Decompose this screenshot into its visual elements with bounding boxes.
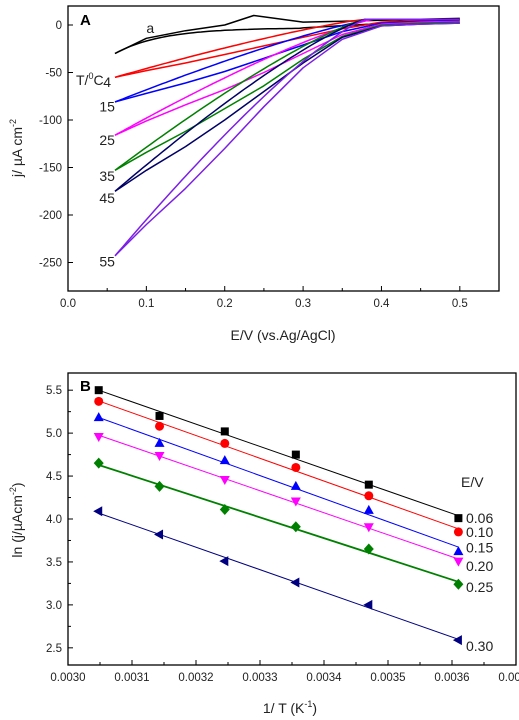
data-point-0.25 xyxy=(154,480,165,492)
data-point-0.20 xyxy=(453,557,464,567)
panel-b-legend-title: E/V xyxy=(461,474,484,490)
panel-a-chart: 0.0 0.1 0.2 0.3 0.4 0.5 0 -50 -100 -150 -200 -250 A… xyxy=(8,5,500,343)
data-point-0.25 xyxy=(453,578,464,590)
curve-reverse-sweep-55 xyxy=(114,18,460,257)
fit-line-0.10 xyxy=(98,400,459,530)
data-point-0.25 xyxy=(290,521,301,533)
data-point-0.15 xyxy=(290,480,301,490)
panel-a-series-label-45: 45 xyxy=(99,190,115,206)
data-point-0.15 xyxy=(219,455,230,465)
panel-b-x-tick-label: 0.0030 xyxy=(50,672,85,684)
panel-b-x-tick-label: 0.0034 xyxy=(306,672,342,684)
data-point-0.15 xyxy=(93,412,104,422)
panel-b-series-label-0.25: 0.25 xyxy=(466,579,493,595)
fit-line-0.30 xyxy=(98,512,459,640)
panel-a-series-label-35: 35 xyxy=(99,168,115,184)
curve-forward-sweep-55 xyxy=(114,22,460,257)
curve-reverse-sweep-45 xyxy=(114,18,460,192)
data-point-0.25 xyxy=(219,504,230,516)
fit-line-0.15 xyxy=(98,417,459,548)
panel-a-x-tick-label: 0.0 xyxy=(60,298,76,310)
panel-a-plot-frame xyxy=(67,5,500,292)
data-point-0.10 xyxy=(94,396,104,406)
panel-b-x-tick-label: 0.0035 xyxy=(370,672,405,684)
panel-a-x-tick-label: 0.5 xyxy=(452,298,468,310)
data-point-0.06 xyxy=(220,427,229,436)
data-point-0.06 xyxy=(155,411,164,420)
panel-a-x-tick-label: 0.1 xyxy=(138,298,154,310)
data-point-0.06 xyxy=(364,480,373,489)
curve-forward-sweep-25 xyxy=(114,20,460,136)
panel-b-x-axis-label: 1/ T (K-1) xyxy=(263,699,317,716)
data-point-0.30 xyxy=(93,506,103,517)
panel-b-y-tick-label: 3.5 xyxy=(46,557,62,569)
data-point-0.30 xyxy=(452,635,462,646)
panel-a-y-tick-label: -200 xyxy=(39,210,62,222)
panel-a-x-tick-label: 0.4 xyxy=(373,298,390,310)
data-point-0.10 xyxy=(291,462,301,472)
panel-a-series-label-15: 15 xyxy=(99,99,115,115)
panel-b-y-tick-label: 3.0 xyxy=(46,600,62,612)
panel-a-legend-title: T/0C xyxy=(76,71,104,88)
data-point-0.20 xyxy=(219,475,230,485)
panel-b-y-axis-label: ln (j/µAcm-2) xyxy=(8,482,25,557)
panel-a-series-label-a: a xyxy=(146,20,154,36)
curve-forward-sweep-15 xyxy=(114,19,460,103)
panel-b-y-tick-label: 5.5 xyxy=(46,385,62,397)
data-point-0.30 xyxy=(219,556,229,567)
panel-b-series-label-0.06: 0.06 xyxy=(466,510,493,526)
data-point-0.06 xyxy=(94,386,103,395)
data-point-0.20 xyxy=(290,497,301,507)
panel-b-x-tick-label: 0.0036 xyxy=(434,672,469,684)
panel-b-x-tick-label: 0.0037 xyxy=(498,672,519,684)
panel-a-y-axis-label: j/ µA cm-2 xyxy=(8,119,25,178)
data-point-0.30 xyxy=(363,599,373,610)
panel-a-series-label-25: 25 xyxy=(99,132,115,148)
panel-b-plot-frame xyxy=(67,372,517,666)
panel-b-series-label-0.15: 0.15 xyxy=(466,539,493,555)
data-point-0.20 xyxy=(154,451,165,461)
panel-b-x-tick-label: 0.0032 xyxy=(178,672,213,684)
data-point-0.25 xyxy=(93,457,104,469)
fit-line-0.06 xyxy=(98,389,459,517)
data-point-0.10 xyxy=(220,438,230,448)
data-point-0.10 xyxy=(155,421,165,431)
panel-a-x-tick-label: 0.2 xyxy=(217,298,233,310)
data-point-0.30 xyxy=(290,577,300,588)
data-point-0.15 xyxy=(453,546,464,556)
panel-b-y-tick-label: 4.0 xyxy=(46,514,62,526)
panel-b-series-label-0.20: 0.20 xyxy=(466,558,493,574)
panel-a-x-tick-label: 0.3 xyxy=(295,298,311,310)
panel-a-y-tick-label: -250 xyxy=(39,258,62,270)
panel-a-y-tick-label: -150 xyxy=(39,163,62,175)
panel-a-x-axis-label: E/V (vs.Ag/AgCl) xyxy=(230,327,335,343)
data-point-0.25 xyxy=(363,543,374,555)
panel-b-x-tick-label: 0.0031 xyxy=(114,672,149,684)
data-point-0.06 xyxy=(291,450,300,459)
panel-b-letter: B xyxy=(80,378,91,395)
panel-b-y-tick-label: 2.5 xyxy=(46,643,62,655)
panel-b-series-label-0.10: 0.10 xyxy=(466,524,493,540)
panel-b-series-label-0.30: 0.30 xyxy=(466,638,493,654)
data-point-0.10 xyxy=(453,527,463,537)
panel-a-y-tick-label: -100 xyxy=(39,115,62,127)
data-point-0.10 xyxy=(364,491,374,501)
panel-b-y-tick-label: 5.0 xyxy=(46,428,62,440)
data-point-0.20 xyxy=(363,523,374,533)
panel-b-y-tick-label: 4.5 xyxy=(46,471,62,483)
panel-a-series-label-4: 4 xyxy=(103,74,111,90)
panel-b-chart: 0.0030 0.0031 0.0032 0.0033 0.0034 0.0035 0.00… xyxy=(8,372,519,716)
data-point-0.06 xyxy=(454,514,463,523)
panel-a-letter: A xyxy=(80,12,91,29)
panel-a-series-label-55: 55 xyxy=(99,254,115,270)
data-point-0.15 xyxy=(154,437,165,447)
data-point-0.20 xyxy=(93,433,104,443)
curve-forward-sweep-35 xyxy=(114,21,460,171)
panel-a-y-tick-label: 0 xyxy=(56,20,62,32)
data-point-0.15 xyxy=(363,504,374,514)
panel-b-x-tick-label: 0.0033 xyxy=(242,672,277,684)
data-point-0.30 xyxy=(154,529,164,540)
panel-a-y-tick-label: -50 xyxy=(45,68,62,80)
